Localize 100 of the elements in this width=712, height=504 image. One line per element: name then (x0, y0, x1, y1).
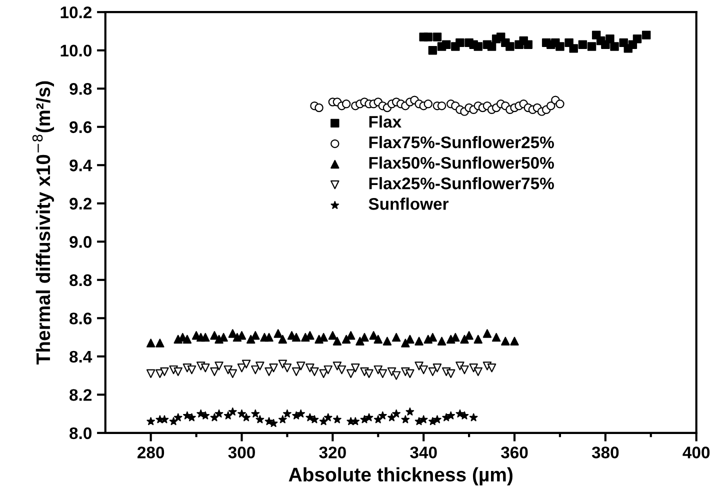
point (492, 332, 501, 342)
point (487, 42, 496, 51)
point (242, 413, 250, 422)
y-tick-label: 8.6 (70, 312, 92, 324)
y-tick-label: 8.8 (70, 274, 92, 286)
point (324, 413, 332, 422)
point (274, 329, 282, 338)
point (610, 42, 619, 51)
point (196, 409, 206, 418)
point (437, 336, 446, 346)
point (282, 364, 292, 372)
point (364, 369, 374, 378)
point (310, 367, 319, 376)
point (278, 360, 288, 368)
x-tick-label: 400 (682, 446, 710, 458)
point (424, 100, 432, 108)
point (369, 331, 378, 340)
point (401, 415, 410, 424)
point (432, 32, 442, 42)
legend-label: Flax25%-Sunflower75% (369, 177, 554, 190)
point (392, 332, 401, 342)
point (456, 362, 464, 370)
point (351, 364, 360, 372)
point (256, 362, 264, 370)
point (556, 100, 564, 108)
y-tick-label: 9.6 (70, 121, 92, 134)
point (587, 42, 596, 51)
point (146, 369, 156, 378)
legend-label: Sunflower (368, 198, 449, 210)
point (501, 336, 510, 346)
point (210, 413, 219, 422)
x-tick-label: 340 (410, 446, 437, 458)
point (456, 409, 464, 418)
point (446, 369, 456, 378)
point (187, 365, 196, 374)
point (156, 338, 164, 348)
point (201, 332, 210, 342)
x-tick-label: 360 (500, 446, 528, 458)
legend-label: Flax (369, 115, 402, 128)
point (160, 367, 169, 376)
point (524, 40, 532, 49)
point (406, 369, 414, 378)
point (606, 34, 614, 44)
point (456, 38, 464, 48)
point (183, 411, 192, 420)
point (319, 417, 328, 426)
point (378, 411, 387, 420)
point (328, 331, 338, 340)
point (406, 334, 414, 344)
point (264, 332, 274, 342)
point (392, 371, 401, 380)
point (424, 32, 432, 42)
point (201, 364, 210, 372)
point (506, 42, 514, 51)
point (487, 364, 496, 372)
legend-label: Flax50%-Sunflower50% (369, 156, 554, 169)
point (406, 408, 414, 416)
point (510, 336, 519, 346)
point (578, 40, 588, 49)
point (382, 336, 392, 346)
point (437, 101, 446, 110)
point (632, 34, 642, 44)
point (374, 415, 382, 424)
point (210, 367, 219, 376)
point (224, 365, 232, 374)
x-tick-label: 280 (138, 446, 164, 458)
point (333, 415, 342, 424)
point (160, 415, 169, 424)
point (642, 30, 651, 40)
point (356, 336, 364, 346)
point (251, 409, 260, 418)
point (238, 409, 246, 418)
point (401, 338, 410, 348)
point (292, 332, 301, 342)
point (364, 413, 374, 422)
point (296, 409, 306, 418)
point (446, 411, 456, 420)
point (256, 415, 264, 424)
point (296, 362, 306, 370)
y-axis-title: Thermal diffusivity x10$^{−8}$(m²/s) (32, 81, 54, 365)
y-tick-label: 9.8 (70, 83, 92, 95)
y-tick-label: 9.0 (70, 236, 92, 248)
point (228, 369, 238, 378)
x-tick-label: 380 (592, 446, 619, 458)
y-tick-label: 8.4 (70, 350, 92, 363)
y-tick-label: 10.2 (60, 6, 92, 18)
point (556, 42, 564, 51)
point (169, 417, 178, 426)
point (214, 409, 224, 418)
point (278, 334, 288, 344)
point (433, 415, 442, 424)
point (283, 409, 292, 418)
point (419, 365, 428, 374)
point (414, 336, 424, 346)
point (378, 369, 388, 378)
y-tick-label: 9.2 (70, 198, 92, 210)
point (392, 409, 400, 418)
point (319, 369, 328, 378)
point (419, 415, 428, 424)
point (482, 329, 492, 338)
